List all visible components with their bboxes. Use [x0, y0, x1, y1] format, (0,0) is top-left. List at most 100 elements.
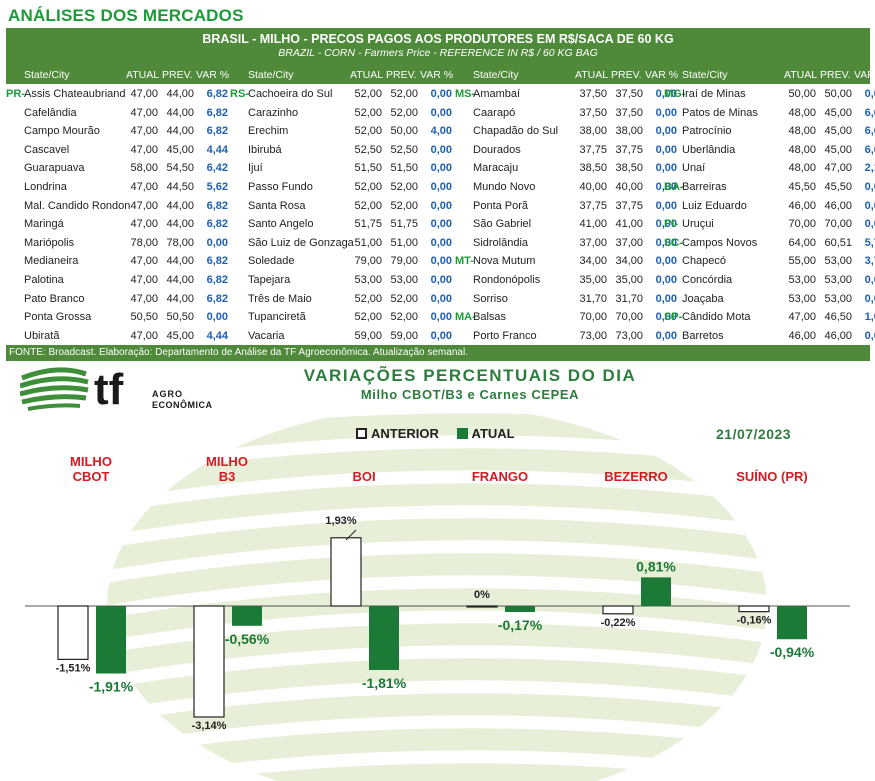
- bar-anterior: [602, 605, 634, 615]
- city-name: Mundo Novo: [473, 181, 536, 193]
- price-prev: 54,50: [166, 162, 194, 175]
- price-atual: 53,00: [788, 274, 816, 286]
- price-var: 0,00: [864, 88, 875, 100]
- price-var: 0,00: [430, 162, 452, 175]
- price-prev: 45,00: [166, 329, 194, 342]
- price-prev: 45,00: [824, 106, 852, 119]
- price-atual: 52,50: [354, 143, 382, 156]
- table-row: Campo Mourão 47,00 44,00 6,82 Erechim 52,00 50…: [6, 121, 875, 143]
- header-city: State/City: [248, 69, 294, 81]
- header-prev: PREV.: [820, 69, 851, 81]
- price-prev: 45,00: [824, 125, 852, 138]
- table-row: PR- Assis Chateaubriand 47,00 44,00 6,82 RS- C…: [6, 84, 875, 106]
- price-var: 0,00: [655, 218, 677, 231]
- price-prev: 53,00: [824, 255, 852, 268]
- state-label: PI-: [664, 218, 679, 231]
- price-atual: 37,75: [579, 143, 607, 156]
- price-var: 4,44: [206, 143, 228, 156]
- price-var: 0,00: [430, 88, 452, 100]
- category-label: BOI: [352, 469, 376, 484]
- city-name: Ibirubá: [248, 143, 282, 156]
- data-label-anterior: -0,16%: [737, 615, 772, 627]
- price-atual: 53,00: [788, 292, 816, 305]
- state-label: RS-: [230, 88, 249, 100]
- table-row: Mariópolis 78,00 78,00 0,00 São Luiz de Gonz…: [6, 233, 875, 255]
- table-row: Ubiratã 47,00 45,00 4,44 Vacaria 59,00 59,00 0,…: [6, 326, 875, 348]
- data-label-atual: 0,81%: [636, 558, 676, 574]
- price-atual: 53,00: [354, 274, 382, 286]
- header-var: VAR %: [196, 69, 230, 81]
- price-prev: 44,00: [166, 125, 194, 138]
- price-var: 6,82: [206, 88, 228, 100]
- city-name: Concórdia: [682, 274, 733, 286]
- price-atual: 52,00: [354, 125, 382, 138]
- price-var: 0,00: [864, 199, 875, 212]
- price-var: 0,00: [655, 329, 677, 342]
- price-prev: 45,00: [824, 143, 852, 156]
- price-var: 0,00: [430, 181, 452, 193]
- city-name: Erechim: [248, 125, 289, 138]
- bar-atual: [641, 577, 671, 606]
- city-name: Cascavel: [24, 143, 70, 156]
- city-name: Santa Rosa: [248, 199, 306, 212]
- city-name: São Luiz de Gonzaga: [248, 236, 354, 249]
- table-row: Cascavel 47,00 45,00 4,44 Ibirubá 52,50 52,50 0…: [6, 140, 875, 162]
- city-name: São Gabriel: [473, 218, 532, 231]
- data-label-atual: -0,56%: [225, 631, 270, 647]
- city-name: Balsas: [473, 311, 507, 324]
- city-name: Três de Maio: [248, 292, 312, 305]
- data-label-atual: -0,94%: [770, 644, 815, 660]
- city-name: Chapadão do Sul: [473, 125, 559, 138]
- price-atual: 70,00: [579, 311, 607, 324]
- price-prev: 37,00: [615, 236, 643, 249]
- price-prev: 52,50: [390, 143, 418, 156]
- header-prev: PREV.: [162, 69, 193, 81]
- price-var: 6,82: [206, 255, 228, 268]
- bar-atual: [505, 606, 535, 613]
- price-var: 0,00: [655, 292, 677, 305]
- category-label: FRANGO: [471, 469, 529, 484]
- price-prev: 52,00: [390, 106, 418, 119]
- city-name: Rondonópolis: [473, 274, 541, 286]
- page-title: ANÁLISES DOS MERCADOS: [8, 6, 244, 25]
- city-name: Porto Franco: [473, 329, 537, 342]
- price-atual: 47,00: [788, 311, 816, 324]
- state-label: MA-: [455, 311, 476, 324]
- table-header: BRASIL - MILHO - PRECOS PAGOS AOS PRODUT…: [6, 28, 870, 66]
- price-atual: 47,00: [130, 181, 158, 193]
- price-var: 0,00: [655, 88, 677, 100]
- price-prev: 50,00: [390, 125, 418, 138]
- table-row: Maringá 47,00 44,00 6,82 Santo Angelo 51,75 51…: [6, 214, 875, 236]
- price-prev: 53,00: [390, 274, 418, 286]
- table-row: Ponta Grossa 50,50 50,50 0,00 Tupanciretã 52,…: [6, 307, 875, 329]
- table-row: Cafelândia 47,00 44,00 6,82 Carazinho 52,00 52…: [6, 103, 875, 125]
- price-var: 0,00: [430, 311, 452, 324]
- price-atual: 50,00: [788, 88, 816, 100]
- price-atual: 45,50: [788, 181, 816, 193]
- price-var: 0,00: [206, 311, 228, 324]
- price-var: 0,00: [430, 143, 452, 156]
- city-name: Ubiratã: [24, 329, 60, 342]
- price-atual: 52,00: [354, 181, 382, 193]
- price-var: 6,67: [864, 125, 875, 138]
- bar-atual: [96, 606, 126, 674]
- data-label-atual: -1,91%: [89, 679, 134, 695]
- category-label: BEZERRO: [604, 469, 668, 484]
- table-subtitle: BRAZIL - CORN - Farmers Price - REFERENC…: [278, 47, 598, 59]
- variation-chart: -1,51% -3,14% 1,93% 0% -0,22% -0,16% -1,91% -0,…: [0, 362, 875, 781]
- bar-anterior: [193, 605, 225, 718]
- price-prev: 44,00: [166, 218, 194, 231]
- price-var: 0,00: [430, 292, 452, 305]
- table-row: Palotina 47,00 44,00 6,82 Tapejara 53,00 53,00…: [6, 270, 875, 292]
- price-atual: 37,00: [579, 236, 607, 249]
- bar-anterior: [57, 605, 89, 660]
- legend-atual-swatch: [456, 428, 468, 439]
- data-label-anterior: -0,22%: [601, 617, 636, 629]
- price-prev: 52,00: [390, 311, 418, 324]
- price-var: 0,00: [655, 236, 677, 249]
- logo-line2: ECONÔMICA: [152, 399, 213, 410]
- city-name: Joaçaba: [682, 292, 724, 305]
- price-prev: 50,00: [824, 88, 852, 100]
- price-prev: 38,00: [615, 125, 643, 138]
- price-prev: 50,50: [166, 311, 194, 324]
